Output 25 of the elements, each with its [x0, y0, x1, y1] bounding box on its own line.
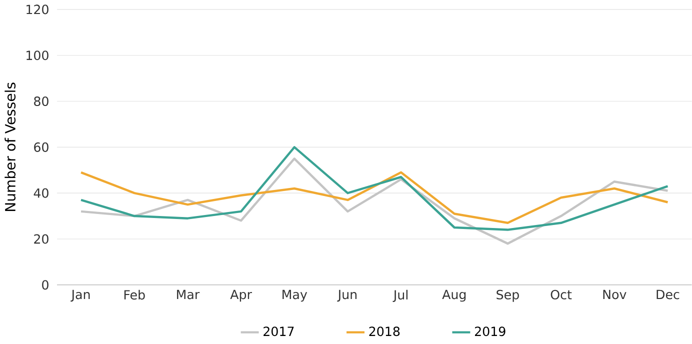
legend-label: 2017 — [264, 326, 294, 336]
y-tick-label: 40 — [34, 188, 48, 198]
x-tick-label: Dec — [656, 290, 680, 300]
line-series — [80, 171, 669, 224]
legend-label: 2019 — [474, 326, 506, 336]
x-tick-label: Jul — [392, 290, 408, 302]
x-tick-label: Nov — [603, 290, 626, 300]
y-tick-label: 80 — [34, 96, 48, 106]
line-series — [80, 158, 669, 245]
x-tick-label: Feb — [124, 290, 145, 300]
x-tick-label: Jun — [337, 290, 357, 302]
y-tick-label: 0 — [42, 280, 48, 290]
legend-label: 2018 — [369, 326, 400, 336]
y-axis-title: Number of Vessels — [4, 82, 16, 212]
x-tick-label: Oct — [550, 290, 572, 300]
x-tick-label: Aug — [442, 290, 466, 302]
y-tick-label: 100 — [26, 50, 48, 60]
x-tick-label: Mar — [177, 290, 200, 300]
y-tick-label: 60 — [34, 142, 48, 152]
y-tick-label: 20 — [34, 234, 48, 244]
y-tick-label: 120 — [26, 4, 48, 14]
x-tick-label: Apr — [230, 290, 252, 302]
x-tick-label: Jan — [70, 290, 90, 302]
x-tick-label: Sep — [496, 290, 519, 302]
x-tick-label: May — [282, 290, 308, 302]
